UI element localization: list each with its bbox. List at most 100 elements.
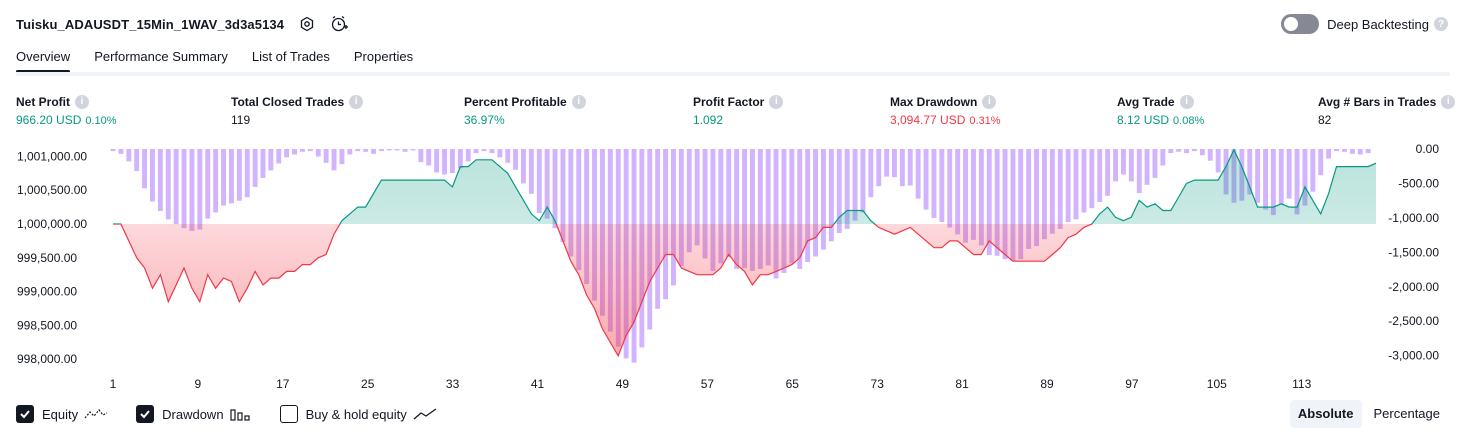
drawdown-bar: [379, 149, 384, 152]
drawdown-bar: [923, 149, 929, 210]
metric-value: 82: [1318, 113, 1332, 127]
drawdown-bar: [860, 149, 866, 213]
drawdown-bar: [1105, 149, 1111, 196]
drawdown-bar: [1136, 149, 1142, 194]
metric-net-profit: Net Profit i 966.20 USD 0.10%: [16, 94, 117, 127]
drawdown-bar: [481, 149, 487, 152]
drawdown-bar: [544, 149, 550, 219]
metrics-row: Net Profit i 966.20 USD 0.10% Total Closed…: [16, 94, 1456, 128]
drawdown-bar: [189, 149, 195, 231]
drawdown-checkbox[interactable]: Drawdown: [136, 405, 251, 423]
drawdown-bar: [1121, 149, 1126, 175]
drawdown-bar: [1010, 149, 1016, 261]
info-icon[interactable]: i: [349, 94, 364, 109]
help-icon[interactable]: ?: [1434, 17, 1448, 31]
left-axis: 1,001,000.00 1,000,500.00 1,000,000.00 999,…: [17, 149, 87, 366]
drawdown-bar: [134, 149, 140, 171]
left-axis-tick: 1,000,000.00: [17, 217, 87, 231]
drawdown-bar: [694, 149, 700, 246]
drawdown-bar: [1065, 149, 1071, 222]
equity-line-below: [113, 224, 1093, 358]
drawdown-bar: [229, 149, 234, 204]
drawdown-bar: [836, 149, 842, 233]
equity-drawdown-chart: 1,001,000.00 1,000,500.00 1,000,000.00 999,…: [17, 142, 1439, 391]
drawdown-bar: [339, 149, 345, 165]
x-axis-tick: 89: [1040, 377, 1054, 391]
drawdown-bar: [1215, 149, 1221, 173]
checkbox-checked-icon: [136, 405, 155, 423]
drawdown-bar: [702, 149, 708, 259]
drawdown-bar: [852, 149, 858, 221]
right-axis: 0.00 -500.00 -1,000.00 -1,500.00 -2,000.00 -2…: [1388, 142, 1439, 363]
drawdown-bar: [813, 149, 818, 257]
x-axis-tick: 9: [195, 377, 202, 391]
tab-performance-summary[interactable]: Performance Summary: [94, 49, 228, 64]
drawdown-bar: [157, 149, 163, 211]
buy-hold-label: Buy & hold equity: [305, 406, 407, 422]
metric-value: 1.092: [693, 113, 724, 127]
drawdown-bar: [1168, 149, 1174, 154]
drawdown-bar: [686, 149, 692, 253]
metric-sub: 0.10%: [85, 115, 117, 127]
info-icon[interactable]: i: [982, 94, 997, 109]
drawdown-bar: [963, 149, 968, 243]
percentage-button[interactable]: Percentage: [1373, 406, 1441, 421]
left-axis-tick: 999,000.00: [17, 285, 77, 299]
drawdown-bar: [868, 149, 874, 198]
deep-backtesting: Deep Backtesting ?: [1281, 13, 1448, 35]
x-axis-tick: 73: [871, 377, 885, 391]
metric-label: Profit Factor: [693, 94, 765, 109]
drawdown-bar: [718, 149, 724, 264]
tab-properties[interactable]: Properties: [353, 49, 414, 64]
metric-sub: 0.31%: [969, 115, 1001, 127]
settings-icon[interactable]: [298, 15, 316, 33]
drawdown-bar: [1326, 149, 1332, 159]
metric-label: Percent Profitable: [464, 94, 567, 109]
info-icon[interactable]: i: [769, 94, 784, 109]
drawdown-bar: [363, 149, 369, 152]
drawdown-bar: [1247, 149, 1253, 195]
deep-backtesting-label: Deep Backtesting: [1327, 16, 1429, 32]
metric-value: 3,094.77 USD: [890, 113, 966, 127]
drawdown-bar: [931, 149, 937, 218]
drawdown-bar: [797, 149, 803, 269]
drawdown-bar: [394, 149, 400, 151]
equity-fill-above: [113, 149, 1376, 224]
drawdown-bar: [1286, 149, 1292, 199]
info-icon[interactable]: i: [1441, 94, 1456, 109]
equity-checkbox[interactable]: Equity: [16, 405, 108, 423]
deep-backtesting-toggle[interactable]: [1281, 14, 1320, 34]
drawdown-bar: [221, 149, 226, 206]
metric-profit-factor: Profit Factor i 1.092: [693, 94, 784, 127]
drawdown-bar: [1089, 149, 1095, 209]
strategy-header: Tuisku_ADAUSDT_15Min_1WAV_3d3a5134: [16, 13, 349, 35]
tabs-divider: [16, 72, 1450, 76]
drawdown-bar: [1144, 149, 1150, 185]
drawdown-bar: [521, 149, 526, 184]
info-icon[interactable]: i: [75, 94, 89, 109]
tab-overview[interactable]: Overview: [16, 47, 71, 73]
absolute-button[interactable]: Absolute: [1289, 400, 1362, 428]
drawdown-bar: [1152, 149, 1158, 178]
toggle-knob: [1284, 17, 1299, 31]
bar-chart-icon: [229, 407, 252, 421]
drawdown-bar: [947, 149, 953, 228]
drawdown-bar: [236, 149, 242, 201]
alert-clock-icon[interactable]: [330, 15, 349, 33]
metric-sub: 0.08%: [1173, 115, 1205, 127]
drawdown-bar: [497, 149, 503, 158]
drawdown-bar: [1334, 149, 1339, 152]
drawdown-bar: [781, 149, 787, 273]
drawdown-bar: [750, 149, 755, 271]
x-axis-tick: 97: [1125, 377, 1139, 391]
drawdown-bar: [939, 149, 945, 222]
drawdown-bar: [442, 149, 447, 175]
metric-label: Total Closed Trades: [231, 94, 345, 109]
drawdown-bar: [142, 149, 147, 189]
info-icon[interactable]: i: [571, 94, 586, 109]
buy-hold-checkbox[interactable]: Buy & hold equity: [279, 405, 437, 423]
info-icon[interactable]: i: [1179, 94, 1194, 109]
tab-list-of-trades[interactable]: List of Trades: [251, 49, 330, 64]
drawdown-bar: [386, 149, 392, 151]
x-axis-tick: 113: [1292, 377, 1311, 391]
